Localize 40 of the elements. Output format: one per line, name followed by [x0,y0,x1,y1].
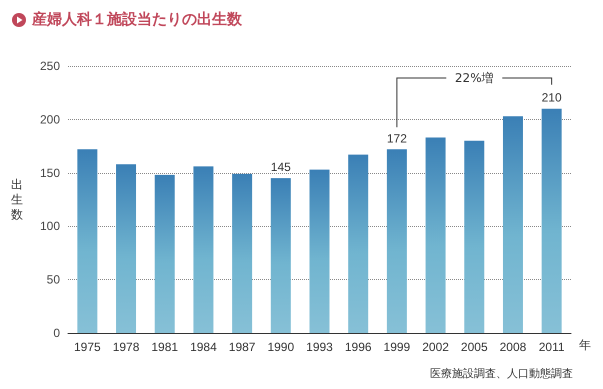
x-tick-label: 1990 [267,340,294,354]
data-label: 210 [542,90,562,105]
x-tick-label: 2008 [500,340,527,354]
bar [232,174,252,333]
text: 医療施設調査、人口動態調査 [430,366,573,381]
bar [193,166,214,333]
bar [270,178,291,333]
bar [502,116,523,333]
bar [154,174,175,333]
x-tick-label: 1984 [190,340,218,354]
x-tick-label: 2005 [460,340,488,354]
bar [77,149,98,333]
x-axis-title: 年 [579,338,591,352]
y-tick-label: 0 [53,326,60,340]
y-tick-label: 150 [40,166,60,180]
x-tick-label: 1999 [384,340,411,354]
y-axis-title: 出生数 [11,178,23,222]
bar [348,154,368,333]
y-tick-label: 250 [40,59,60,73]
bar [542,108,562,333]
x-tick-label: 1996 [344,340,372,354]
x-tick-label: 1993 [306,340,334,354]
chart-title: 産婦人科１施設当たりの出生数 [32,10,242,29]
bar [464,140,484,333]
y-tick-label: 200 [40,112,60,126]
x-tick-label: 2002 [422,340,450,354]
x-tick-label: 1987 [228,340,256,354]
x-tick-label: 2011 [538,340,565,354]
data-label: 145 [270,160,292,174]
data-label: 172 [386,131,408,146]
y-tick-label: 100 [40,219,60,234]
bar [116,164,136,333]
bar [386,149,407,333]
annotation: 22%増 [454,71,494,85]
bar [310,170,330,333]
x-tick-label: 1981 [151,340,178,354]
bar [426,138,446,333]
x-tick-label: 1978 [112,340,140,354]
x-tick-label: 1975 [74,340,102,354]
y-tick-label: 50 [46,272,60,287]
